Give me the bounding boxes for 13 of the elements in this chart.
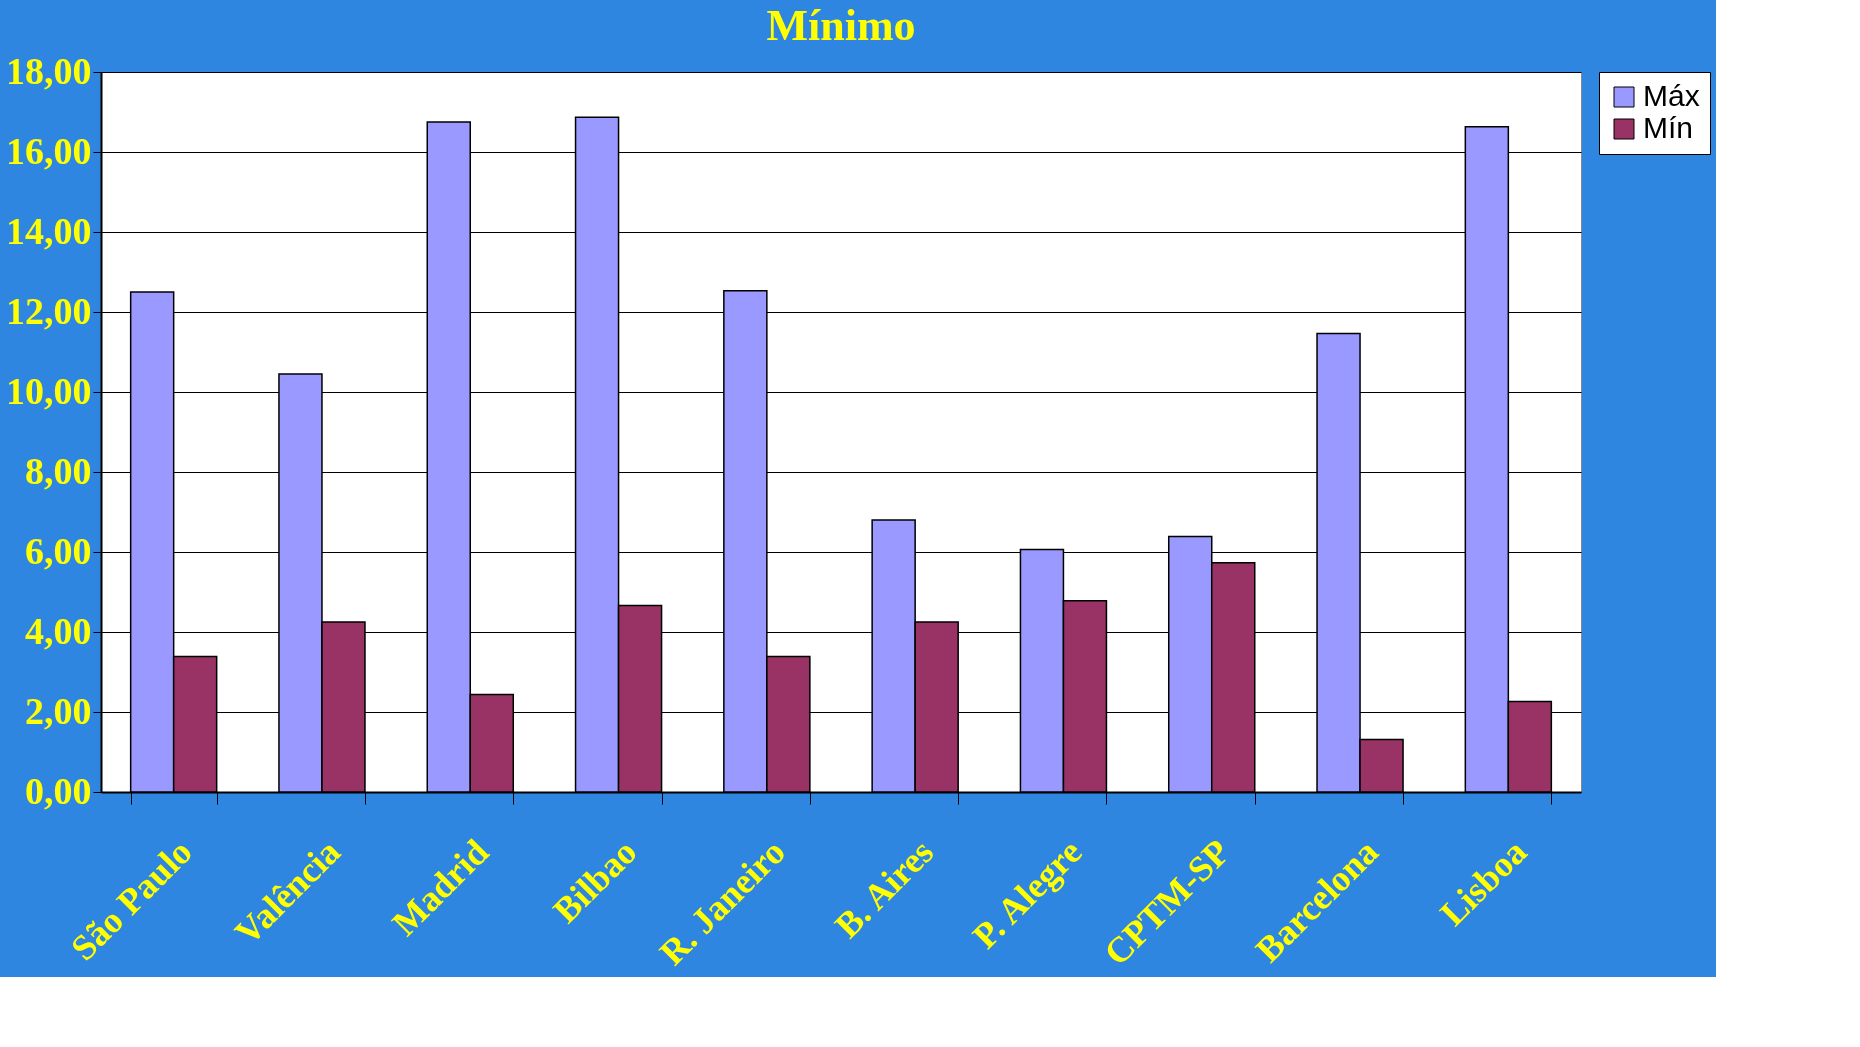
legend-label: Máx [1643, 79, 1700, 112]
y-tick-label: 16,00 [6, 129, 92, 172]
y-tick-label: 2,00 [25, 689, 92, 732]
y-tick-label: 8,00 [25, 449, 92, 492]
y-tick-label: 18,00 [6, 49, 92, 92]
y-tick-label: 12,00 [6, 289, 92, 332]
y-tick-label: 10,00 [6, 369, 92, 412]
y-tick-label: 0,00 [25, 769, 92, 812]
y-tick-label: 4,00 [25, 609, 92, 652]
y-tick-label: 6,00 [25, 529, 92, 572]
y-tick-label: 14,00 [6, 209, 92, 252]
chart-title: Mínimo [766, 1, 916, 50]
legend-label: Mín [1643, 111, 1694, 144]
